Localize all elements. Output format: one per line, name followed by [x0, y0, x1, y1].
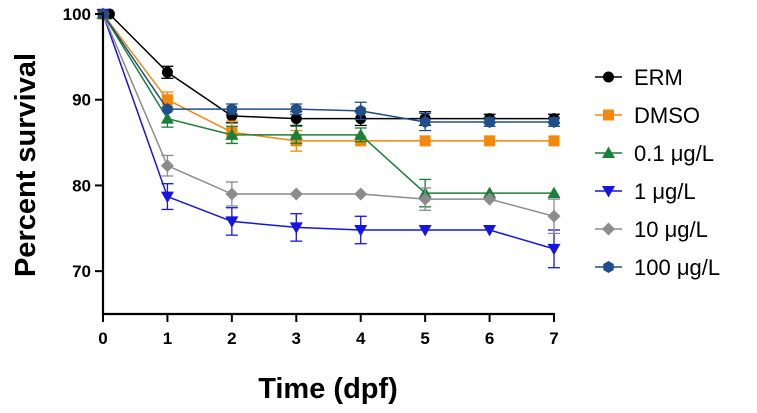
series-line	[102, 13, 554, 194]
data-point	[547, 209, 561, 223]
y-tick-label: 80	[72, 176, 91, 195]
axes: 0 1 2 3 4 5 6 7 70 80 90 100	[63, 5, 559, 348]
legend-marker	[603, 109, 614, 121]
legend-item: 0.1 μg/L	[595, 141, 714, 166]
data-point	[418, 192, 432, 206]
x-tick-label: 3	[292, 329, 301, 348]
data-point	[354, 187, 368, 201]
x-tick-label: 4	[356, 329, 366, 348]
series-line	[102, 13, 555, 218]
data-point	[160, 159, 174, 173]
data-point	[418, 225, 432, 237]
y-tick-label: 70	[72, 262, 91, 281]
y-tick-label: 100	[63, 5, 91, 24]
x-tick-label: 7	[549, 329, 558, 348]
data-point	[289, 222, 303, 234]
data-point	[225, 216, 239, 228]
data-point	[354, 225, 368, 237]
legend-marker	[602, 146, 615, 158]
series-line	[102, 13, 555, 250]
legend-label: 0.1 μg/L	[634, 141, 714, 166]
data-point	[289, 128, 303, 140]
data-point	[225, 187, 239, 201]
x-tick-label: 0	[98, 329, 107, 348]
data-point	[483, 186, 497, 199]
data-point	[162, 103, 173, 116]
data-point	[419, 116, 431, 128]
y-tick-label: 90	[72, 91, 91, 110]
legend-item: 10 μg/L	[595, 217, 708, 242]
legend-label: ERM	[634, 65, 683, 90]
x-axis-title: Time (dpf)	[258, 373, 398, 405]
x-tick-label: 6	[485, 329, 494, 348]
data-point	[225, 128, 239, 140]
data-point	[161, 66, 173, 78]
data-point	[289, 187, 303, 201]
data-point	[484, 135, 496, 147]
legend-item: ERM	[595, 65, 683, 90]
data-point	[291, 103, 302, 116]
legend-label: 1 μg/L	[634, 179, 696, 204]
data-point	[547, 243, 561, 256]
data-point	[161, 94, 173, 106]
legend-item: 1 μg/L	[595, 179, 696, 204]
data-point	[354, 128, 368, 140]
legend-marker	[603, 71, 614, 83]
data-point	[547, 186, 561, 199]
data-point	[484, 116, 495, 128]
data-point	[483, 225, 497, 237]
data-point	[160, 191, 174, 204]
data-point	[160, 112, 174, 124]
x-tick-label: 1	[163, 329, 172, 348]
legend-item: 100 μg/L	[595, 255, 720, 280]
legend-label: 100 μg/L	[634, 255, 720, 280]
data-point	[226, 103, 238, 116]
data-point	[548, 116, 560, 128]
legend-label: DMSO	[634, 103, 700, 128]
data-point	[483, 192, 497, 206]
series-line	[102, 13, 554, 142]
legend-marker	[602, 186, 615, 198]
plot-area	[96, 7, 561, 269]
legend: ERM DMSO 0.1 μg/L 1 μg/L 10 μg/L 100 μg/L	[595, 65, 720, 280]
data-point	[290, 113, 302, 125]
x-tick-label: 2	[227, 329, 236, 348]
legend-marker	[603, 261, 614, 273]
legend-item: DMSO	[595, 103, 700, 128]
series-line	[102, 13, 554, 123]
data-point	[548, 135, 560, 147]
y-axis-title: Percent survival	[10, 53, 42, 277]
series-dmso	[97, 8, 560, 152]
data-point	[355, 104, 366, 117]
legend-label: 10 μg/L	[634, 217, 708, 242]
data-point	[419, 135, 431, 147]
legend-marker	[602, 222, 615, 236]
x-tick-label: 5	[420, 329, 429, 348]
